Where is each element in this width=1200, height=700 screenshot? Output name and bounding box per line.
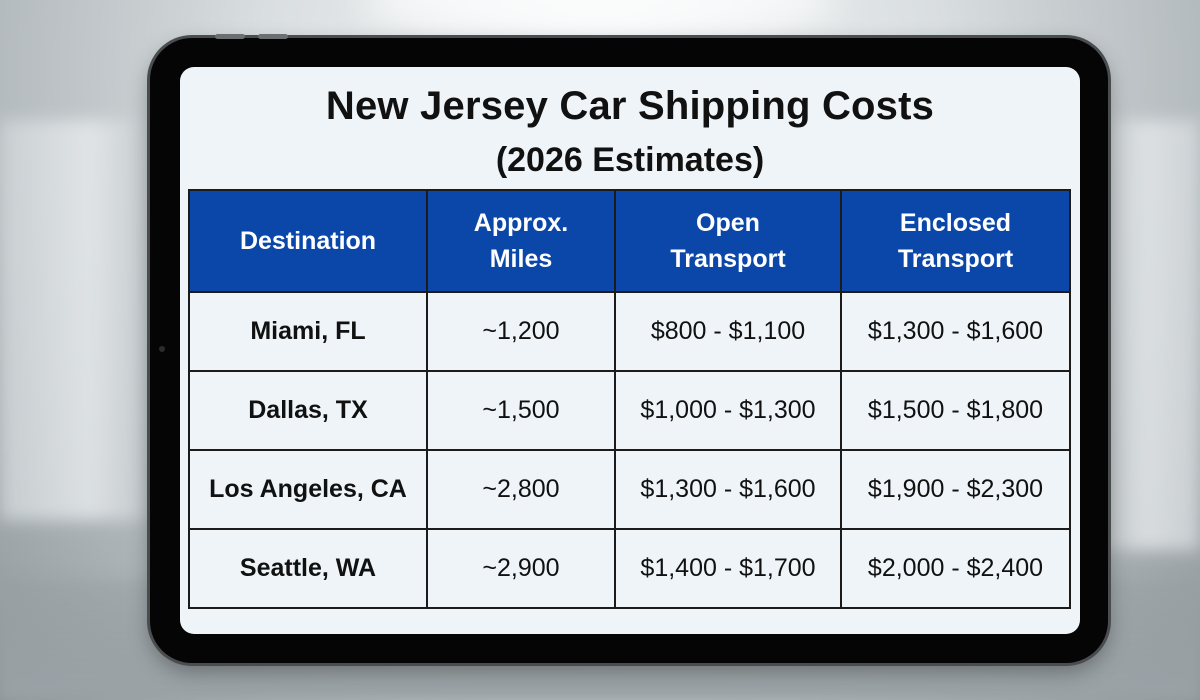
table-row: Los Angeles, CA ~2,800 $1,300 - $1,600 $… <box>188 449 1071 530</box>
cell-miles: ~1,200 <box>426 291 616 372</box>
header-open-transport: Open Transport <box>614 189 842 293</box>
background-window-right <box>1090 120 1200 550</box>
cell-destination: Seattle, WA <box>188 528 428 609</box>
tablet-device: New Jersey Car Shipping Costs (2026 Esti… <box>150 34 1108 663</box>
cell-destination: Miami, FL <box>188 291 428 372</box>
table-row: Seattle, WA ~2,900 $1,400 - $1,700 $2,00… <box>188 528 1071 609</box>
cell-enclosed-transport: $1,900 - $2,300 <box>840 449 1071 530</box>
page-title: New Jersey Car Shipping Costs <box>325 84 935 128</box>
table-row: Miami, FL ~1,200 $800 - $1,100 $1,300 - … <box>188 291 1071 372</box>
header-enclosed-transport: Enclosed Transport <box>840 189 1071 293</box>
cell-enclosed-transport: $2,000 - $2,400 <box>840 528 1071 609</box>
cell-miles: ~2,800 <box>426 449 616 530</box>
tablet-volume-button <box>215 34 245 39</box>
tablet-screen: New Jersey Car Shipping Costs (2026 Esti… <box>180 67 1080 634</box>
cell-miles: ~1,500 <box>426 370 616 451</box>
cell-enclosed-transport: $1,300 - $1,600 <box>840 291 1071 372</box>
cell-destination: Dallas, TX <box>188 370 428 451</box>
header-destination: Destination <box>188 189 428 293</box>
cell-open-transport: $800 - $1,100 <box>614 291 842 372</box>
table-header-row: Destination Approx. Miles Open Transport E… <box>188 189 1071 293</box>
background-light <box>360 0 840 40</box>
camera-icon <box>159 346 165 352</box>
background-window-left <box>0 120 150 520</box>
table-row: Dallas, TX ~1,500 $1,000 - $1,300 $1,500… <box>188 370 1071 451</box>
cell-destination: Los Angeles, CA <box>188 449 428 530</box>
header-approx-miles: Approx. Miles <box>426 189 616 293</box>
cell-miles: ~2,900 <box>426 528 616 609</box>
shipping-cost-table: Destination Approx. Miles Open Transport E… <box>188 189 1071 609</box>
cell-enclosed-transport: $1,500 - $1,800 <box>840 370 1071 451</box>
cell-open-transport: $1,000 - $1,300 <box>614 370 842 451</box>
tablet-power-button <box>258 34 288 39</box>
cell-open-transport: $1,300 - $1,600 <box>614 449 842 530</box>
page-subtitle: (2026 Estimates) <box>495 141 765 179</box>
cell-open-transport: $1,400 - $1,700 <box>614 528 842 609</box>
